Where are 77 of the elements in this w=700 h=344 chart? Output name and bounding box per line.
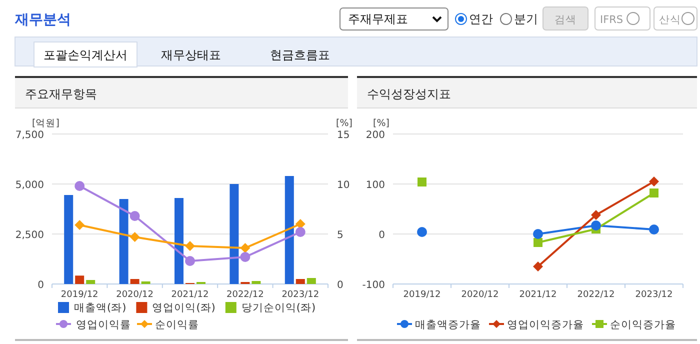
x-tick-label: 2021/12 [519,290,557,300]
point [649,176,659,186]
text: 포괄손익계산서 [44,48,128,62]
chart-title: 수익성장성지표 [367,87,451,101]
y-tick-label: 200 [366,130,385,141]
chart-title: 주요재무항목 [25,87,97,101]
point [295,219,306,229]
point [295,227,306,237]
legend-label: 순이익증가율 [610,319,676,331]
text: 주재무제표 [348,12,408,26]
point [534,238,542,247]
point [74,181,85,191]
y2-tick-label: 0 [337,280,344,291]
legend-label: 순이익률 [155,319,199,331]
x-tick-label: 2020/12 [116,290,154,300]
point [185,256,195,266]
legend-label: 영업이익률 [76,319,131,331]
y-tick-label: 5,000 [15,180,44,191]
point [591,210,601,220]
point [650,188,658,198]
y-tick-label: 2,500 [15,230,44,241]
x-tick-label: 2023/12 [635,290,673,300]
point [418,178,426,186]
bar [141,281,150,284]
y2-tick-label: 15 [337,130,350,141]
point [130,232,140,242]
x-tick-label: 2022/12 [577,290,615,300]
text: 재무상태표 [161,48,221,62]
y-axis-title: [억원] [32,118,60,129]
text: 현금흐름표 [270,48,330,62]
bar [75,276,84,284]
text: IFRS [600,14,624,26]
text: 분기 [514,12,538,26]
y-tick-label: 100 [366,180,385,191]
x-tick-label: 2019/12 [403,290,441,300]
point [130,211,140,221]
bar [230,184,239,284]
point [240,252,250,262]
text: 검색 [554,14,576,26]
y2-tick-label: 5 [337,230,344,241]
x-tick-label: 2020/12 [461,290,499,300]
text: 산식 [659,14,681,26]
legend-label: 영업이익증가율 [507,319,584,331]
legend-label: 당기순이익(좌) [241,302,316,314]
y2-tick-label: 10 [337,180,350,191]
y-axis-title: [%] [373,118,390,129]
legend-label: 영업이익(좌) [152,302,216,314]
x-tick-label: 2022/12 [226,290,264,300]
y-tick-label: 7,500 [15,130,44,141]
x-tick-label: 2023/12 [282,290,320,300]
bar [119,199,128,284]
y2-axis-title: [%] [336,118,352,129]
bar [64,195,74,284]
point [417,227,427,237]
point [533,262,543,272]
point [74,220,85,230]
text: 연간 [469,12,493,26]
legend-label: 매출액증가율 [415,319,481,331]
point [185,241,195,251]
y-tick-label: -100 [362,280,385,291]
point [240,243,250,253]
point [533,229,543,239]
point [591,220,601,230]
point [649,224,659,234]
bar [296,279,305,284]
bar [284,176,294,284]
bar [86,280,96,284]
bar [306,278,316,284]
legend-label: 매출액(좌) [74,302,126,314]
bar [174,198,184,284]
y-tick-label: 0 [38,280,44,291]
y-tick-label: 0 [378,230,385,241]
x-tick-label: 2021/12 [171,290,209,300]
bar [252,281,261,284]
text: 재무분석 [14,12,71,28]
x-tick-label: 2019/12 [60,290,98,300]
bar [130,279,140,284]
